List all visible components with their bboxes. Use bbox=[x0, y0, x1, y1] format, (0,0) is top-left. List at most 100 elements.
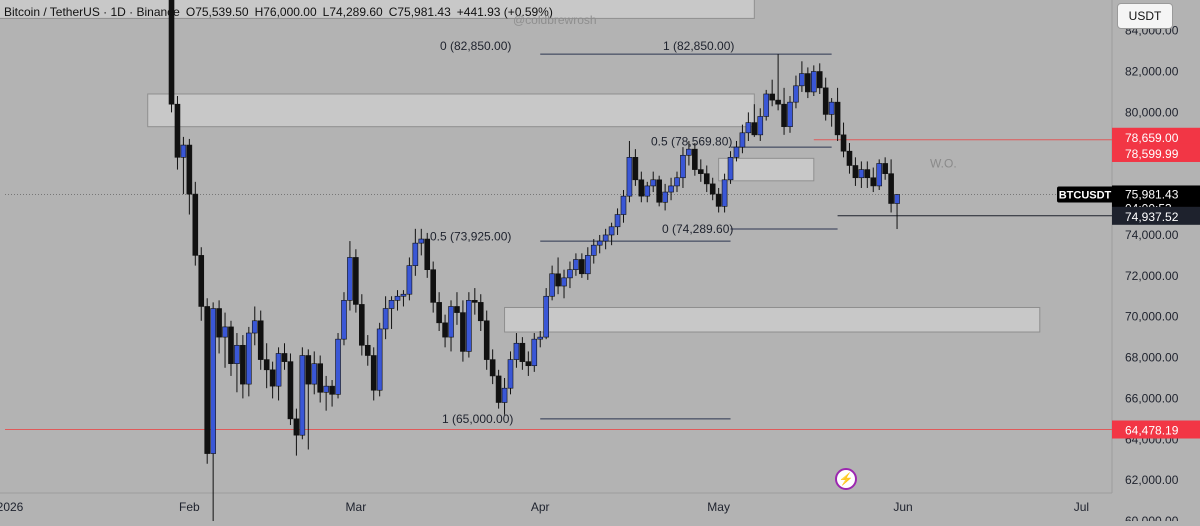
candle[interactable] bbox=[864, 161, 871, 188]
candle[interactable] bbox=[364, 335, 371, 366]
candle[interactable] bbox=[715, 187, 722, 213]
candle[interactable] bbox=[579, 253, 585, 278]
candle[interactable] bbox=[531, 333, 538, 372]
candle[interactable] bbox=[799, 61, 805, 92]
candle[interactable] bbox=[335, 333, 341, 399]
candle[interactable] bbox=[293, 408, 300, 456]
candle[interactable] bbox=[198, 247, 205, 321]
candle[interactable] bbox=[840, 122, 847, 158]
candle[interactable] bbox=[834, 87, 841, 141]
candle[interactable] bbox=[216, 300, 222, 354]
candle[interactable] bbox=[442, 314, 448, 348]
candle[interactable] bbox=[495, 369, 502, 409]
candle[interactable] bbox=[852, 157, 859, 186]
candle[interactable] bbox=[805, 67, 811, 99]
candle[interactable] bbox=[638, 171, 645, 203]
candle[interactable] bbox=[549, 265, 555, 301]
currency-button[interactable]: USDT bbox=[1117, 3, 1173, 29]
candle[interactable] bbox=[418, 228, 425, 256]
candle[interactable] bbox=[412, 228, 419, 276]
candle[interactable] bbox=[876, 159, 883, 191]
candle[interactable] bbox=[888, 159, 894, 213]
candle[interactable] bbox=[359, 294, 365, 356]
candle[interactable] bbox=[787, 96, 793, 133]
candle[interactable] bbox=[727, 151, 734, 184]
candle[interactable] bbox=[436, 292, 442, 331]
candle[interactable] bbox=[668, 177, 674, 201]
candle[interactable] bbox=[477, 294, 484, 331]
candle[interactable] bbox=[329, 380, 335, 407]
candle[interactable] bbox=[894, 194, 900, 230]
candle[interactable] bbox=[228, 320, 234, 376]
lightning-bolt-icon[interactable]: ⚡ bbox=[835, 468, 857, 490]
candle[interactable] bbox=[709, 177, 716, 201]
candle[interactable] bbox=[614, 208, 621, 235]
candle[interactable] bbox=[650, 171, 657, 193]
candle[interactable] bbox=[632, 149, 639, 186]
candle[interactable] bbox=[305, 349, 312, 450]
candle[interactable] bbox=[186, 138, 193, 215]
candle[interactable] bbox=[751, 104, 758, 137]
candle[interactable] bbox=[275, 347, 282, 401]
candle[interactable] bbox=[454, 292, 460, 325]
candle[interactable] bbox=[692, 143, 698, 176]
candle[interactable] bbox=[781, 87, 787, 135]
candle[interactable] bbox=[739, 124, 746, 154]
candle[interactable] bbox=[341, 292, 347, 346]
candle[interactable] bbox=[662, 183, 668, 211]
candle[interactable] bbox=[733, 140, 740, 162]
candle[interactable] bbox=[400, 290, 407, 307]
candle[interactable] bbox=[590, 239, 597, 264]
candle[interactable] bbox=[180, 136, 187, 195]
candle[interactable] bbox=[585, 247, 591, 280]
candle[interactable] bbox=[234, 333, 240, 393]
candle[interactable] bbox=[311, 351, 318, 395]
candle[interactable] bbox=[697, 159, 704, 182]
candle[interactable] bbox=[370, 347, 377, 401]
candle[interactable] bbox=[810, 65, 817, 97]
candle[interactable] bbox=[257, 310, 264, 370]
candle[interactable] bbox=[299, 347, 306, 440]
candle[interactable] bbox=[822, 77, 829, 121]
candle[interactable] bbox=[394, 290, 401, 311]
candle[interactable] bbox=[519, 337, 526, 370]
candle[interactable] bbox=[816, 63, 823, 94]
candle[interactable] bbox=[793, 75, 799, 109]
candle[interactable] bbox=[204, 298, 210, 464]
candle[interactable] bbox=[573, 253, 579, 276]
candle[interactable] bbox=[246, 326, 252, 397]
candle[interactable] bbox=[424, 232, 431, 278]
candle[interactable] bbox=[596, 234, 603, 254]
candle[interactable] bbox=[608, 222, 615, 246]
candle[interactable] bbox=[240, 335, 246, 399]
candle[interactable] bbox=[448, 300, 454, 352]
candle[interactable] bbox=[210, 302, 216, 521]
candle[interactable] bbox=[858, 161, 865, 188]
candle[interactable] bbox=[382, 296, 389, 340]
candle[interactable] bbox=[555, 257, 561, 295]
candle[interactable] bbox=[763, 89, 770, 121]
candle[interactable] bbox=[489, 349, 496, 385]
candle[interactable] bbox=[287, 353, 294, 425]
candle[interactable] bbox=[472, 288, 478, 315]
candle[interactable] bbox=[567, 261, 573, 289]
candle[interactable] bbox=[721, 173, 728, 213]
candle[interactable] bbox=[620, 190, 627, 223]
candle[interactable] bbox=[757, 108, 764, 141]
candle[interactable] bbox=[317, 355, 323, 403]
candle[interactable] bbox=[846, 143, 853, 174]
candle[interactable] bbox=[513, 333, 520, 368]
candle[interactable] bbox=[656, 175, 662, 207]
candle[interactable] bbox=[644, 181, 651, 203]
candle[interactable] bbox=[388, 296, 395, 329]
candle[interactable] bbox=[347, 241, 353, 311]
candle[interactable] bbox=[769, 79, 775, 107]
symbol-name[interactable]: Bitcoin / TetherUS · 1D · Binance bbox=[4, 5, 180, 19]
candle[interactable] bbox=[703, 165, 710, 193]
candle[interactable] bbox=[168, 0, 175, 113]
candle[interactable] bbox=[680, 147, 686, 188]
candle[interactable] bbox=[263, 343, 270, 389]
candle[interactable] bbox=[626, 140, 633, 203]
candle[interactable] bbox=[323, 375, 329, 411]
